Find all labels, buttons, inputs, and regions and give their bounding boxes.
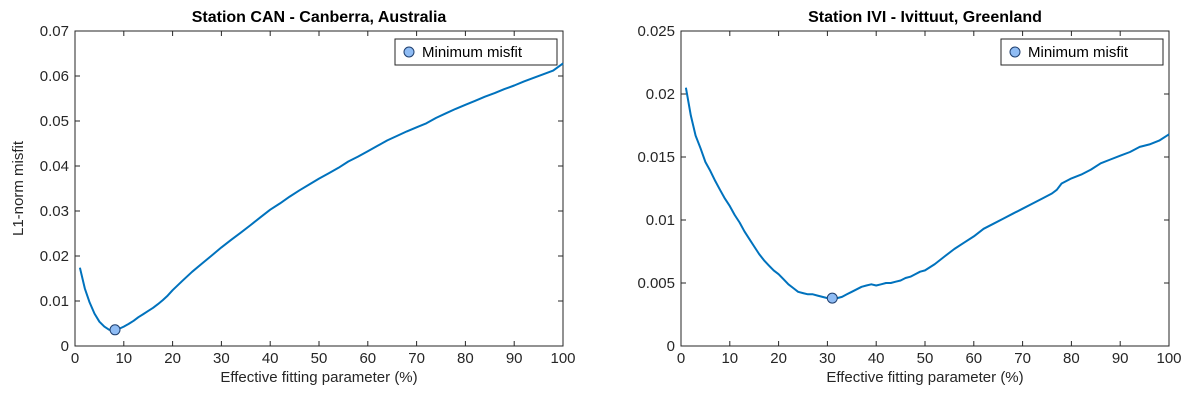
plot-area — [680, 30, 1170, 347]
x-tick-label: 60 — [359, 350, 376, 367]
legend-label: Minimum misfit — [1028, 44, 1129, 61]
x-tick-label: 40 — [262, 350, 279, 367]
y-tick-label: 0 — [667, 338, 675, 355]
x-tick-label: 100 — [1156, 350, 1181, 367]
legend: Minimum misfit — [394, 38, 558, 66]
y-tick-label: 0.005 — [637, 275, 675, 292]
legend-marker — [1009, 46, 1021, 58]
x-tick-label: 100 — [550, 350, 575, 367]
y-tick-label: 0 — [61, 338, 69, 355]
x-tick-label: 20 — [770, 350, 787, 367]
x-tick-label: 10 — [115, 350, 132, 367]
x-tick-label: 90 — [1112, 350, 1129, 367]
y-tick-label: 0.02 — [646, 86, 675, 103]
x-tick-label: 40 — [868, 350, 885, 367]
x-tick-label: 20 — [164, 350, 181, 367]
y-tick-label: 0.06 — [40, 68, 69, 85]
legend-box — [394, 38, 558, 66]
y-tick-label: 0.05 — [40, 113, 69, 130]
x-tick-label: 10 — [721, 350, 738, 367]
minimum-misfit-point — [826, 292, 838, 304]
x-tick-label: 80 — [457, 350, 474, 367]
legend: Minimum misfit — [1000, 38, 1164, 66]
x-axis-label: Effective fitting parameter (%) — [826, 369, 1023, 386]
series-line — [684, 87, 1170, 300]
chart-title: Station CAN - Canberra, Australia — [192, 9, 447, 26]
panel-ivittuut: Station IVI - Ivittuut, Greenland Effect… — [637, 9, 1181, 386]
legend-marker — [403, 46, 415, 58]
x-tick-label: 50 — [311, 350, 328, 367]
plot-area — [74, 30, 564, 347]
y-tick-label: 0.02 — [40, 248, 69, 265]
x-tick-label: 30 — [819, 350, 836, 367]
y-tick-label: 0.04 — [40, 158, 69, 175]
x-tick-label: 70 — [1014, 350, 1031, 367]
x-tick-label: 90 — [506, 350, 523, 367]
y-axis-label: L1-norm misfit — [10, 140, 27, 236]
x-tick-label: 0 — [71, 350, 79, 367]
legend-box — [1000, 38, 1164, 66]
chart-title: Station IVI - Ivittuut, Greenland — [808, 9, 1042, 26]
y-tick-label: 0.01 — [646, 212, 675, 229]
panel-canberra: Station CAN - Canberra, Australia Effect… — [10, 9, 576, 386]
y-tick-label: 0.03 — [40, 203, 69, 220]
y-tick-label: 0.07 — [40, 23, 69, 40]
y-tick-label: 0.015 — [637, 149, 675, 166]
y-tick-label: 0.01 — [40, 293, 69, 310]
minimum-misfit-point — [109, 324, 121, 336]
x-tick-label: 30 — [213, 350, 230, 367]
series-line — [78, 62, 564, 332]
x-tick-label: 50 — [917, 350, 934, 367]
x-tick-label: 80 — [1063, 350, 1080, 367]
x-tick-label: 70 — [408, 350, 425, 367]
x-axis-label: Effective fitting parameter (%) — [220, 369, 417, 386]
x-tick-label: 60 — [965, 350, 982, 367]
x-tick-label: 0 — [677, 350, 685, 367]
y-tick-label: 0.025 — [637, 23, 675, 40]
legend-label: Minimum misfit — [422, 44, 523, 61]
